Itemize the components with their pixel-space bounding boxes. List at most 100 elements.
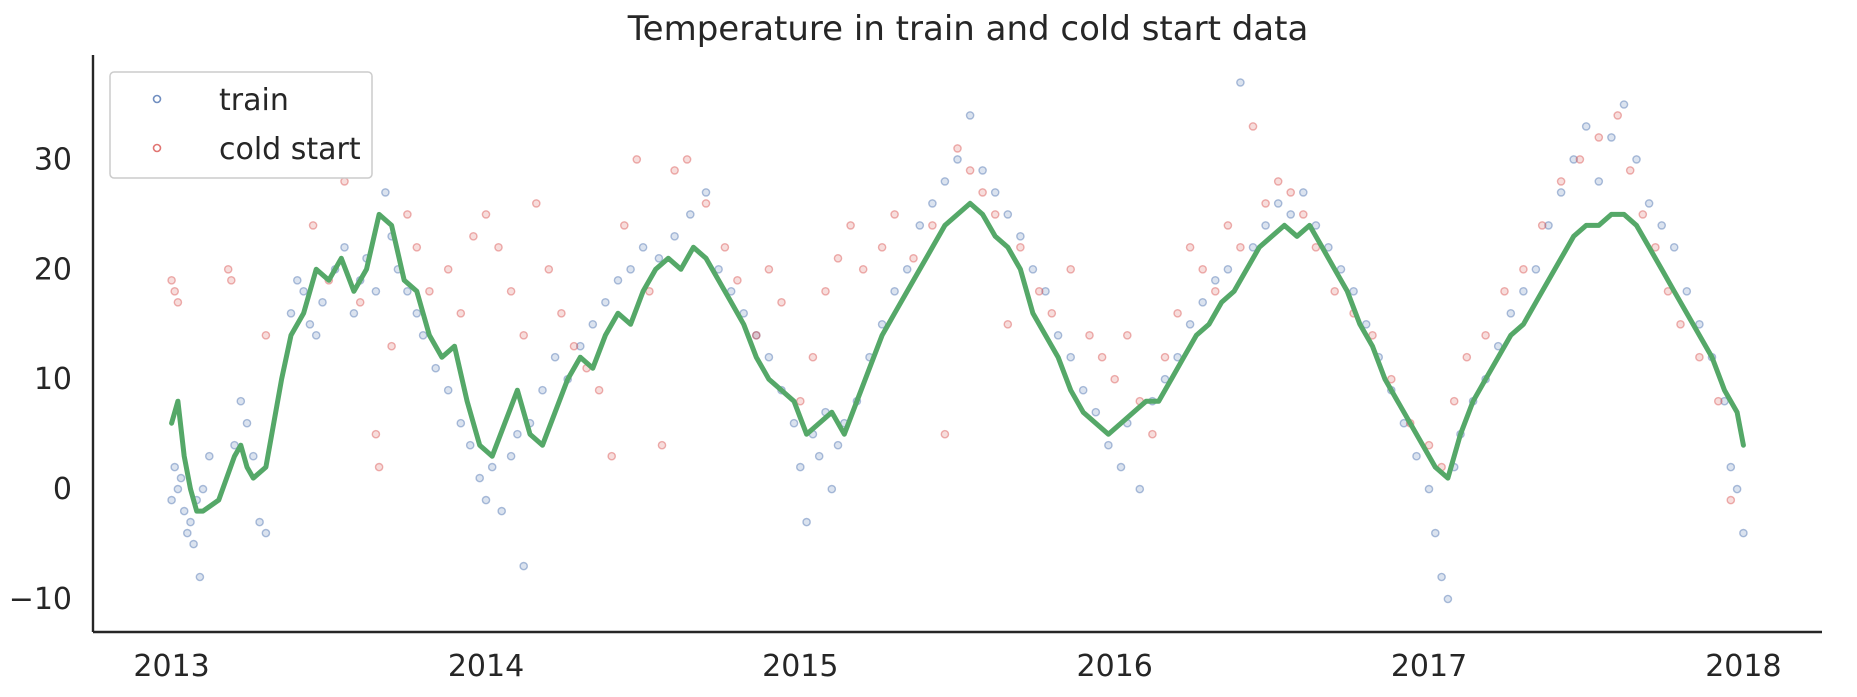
point-train-54: [613, 275, 623, 285]
x-tick-label-2013: 2013: [133, 649, 209, 684]
point-train-52: [588, 319, 598, 329]
point-cold-start-64: [1110, 374, 1119, 384]
point-train-83: [940, 177, 950, 186]
point-cold-start-71: [1198, 264, 1207, 274]
point-cold-start-14: [412, 242, 422, 252]
point-cold-start-30: [620, 221, 629, 230]
point-cold-start-22: [519, 330, 529, 340]
x-tick-label-2017: 2017: [1391, 649, 1467, 684]
point-cold-start-18: [469, 231, 478, 241]
point-train-19: [292, 275, 302, 285]
point-train-44: [506, 451, 516, 461]
point-train-26: [349, 308, 359, 318]
point-cold-start-104: [1714, 396, 1723, 406]
point-cold-start-39: [752, 330, 761, 340]
point-train-84: [953, 155, 962, 164]
points-layer: [167, 78, 1748, 604]
point-train-80: [902, 264, 912, 274]
point-train-149: [1726, 462, 1736, 472]
point-cold-start-36: [701, 199, 711, 208]
point-cold-start-15: [425, 286, 434, 296]
point-cold-start-95: [1575, 155, 1585, 164]
point-cold-start-25: [557, 308, 566, 318]
point-train-85: [965, 111, 975, 120]
point-train-1: [170, 462, 179, 472]
point-train-104: [1198, 297, 1207, 307]
y-tick-label-10: 10: [34, 362, 72, 397]
point-train-17: [261, 528, 271, 538]
point-train-36: [431, 363, 441, 373]
point-train-138: [1594, 177, 1604, 186]
point-train-150: [1732, 484, 1742, 494]
point-train-103: [1185, 319, 1195, 329]
point-train-79: [890, 286, 899, 296]
point-cold-start-31: [632, 155, 642, 164]
point-train-60: [701, 188, 711, 197]
point-train-46: [519, 561, 529, 571]
point-cold-start-99: [1638, 210, 1648, 219]
point-train-90: [1028, 264, 1038, 274]
point-train-34: [412, 308, 422, 318]
y-tick-label-0: 0: [53, 472, 72, 507]
point-cold-start-67: [1148, 429, 1157, 439]
point-train-68: [796, 462, 805, 472]
point-train-18: [286, 308, 296, 318]
point-cold-start-92: [1519, 264, 1528, 274]
point-train-22: [311, 330, 321, 340]
point-train-55: [626, 264, 635, 274]
point-train-86: [978, 166, 987, 175]
point-train-125: [1443, 594, 1453, 604]
point-train-57: [654, 253, 664, 263]
point-cold-start-62: [1085, 330, 1094, 340]
point-cold-start-11: [374, 462, 384, 472]
point-cold-start-56: [990, 210, 1000, 219]
point-train-16: [255, 517, 264, 527]
point-train-74: [833, 440, 843, 450]
point-cold-start-46: [846, 221, 855, 230]
point-train-64: [752, 330, 761, 340]
point-cold-start-103: [1695, 352, 1704, 362]
point-train-69: [802, 517, 811, 527]
point-train-133: [1531, 264, 1541, 274]
point-train-81: [915, 221, 925, 230]
point-cold-start-2: [173, 297, 183, 307]
point-cold-start-57: [1003, 319, 1013, 329]
point-train-141: [1632, 155, 1641, 164]
point-cold-start-12: [387, 341, 396, 351]
point-train-51: [576, 341, 585, 351]
point-cold-start-93: [1537, 221, 1547, 230]
y-tick-label-30: 30: [34, 142, 72, 177]
point-train-97: [1116, 462, 1126, 472]
legend-marker-cold-start: [152, 143, 162, 153]
point-train-30: [381, 188, 390, 197]
point-train-29: [371, 286, 381, 296]
point-cold-start-79: [1299, 210, 1308, 219]
point-cold-start-38: [733, 275, 742, 285]
point-train-67: [789, 418, 799, 428]
point-train-25: [340, 242, 349, 252]
point-cold-start-96: [1594, 133, 1604, 142]
point-train-56: [638, 242, 648, 252]
point-cold-start-35: [682, 155, 692, 164]
point-cold-start-50: [909, 253, 918, 263]
point-train-122: [1424, 484, 1434, 494]
point-train-73: [827, 484, 837, 494]
plot-area: [167, 78, 1748, 604]
point-cold-start-3: [223, 264, 233, 274]
y-tick-label--10: −10: [9, 582, 72, 617]
rolling-mean-line: [169, 200, 1746, 514]
point-cold-start-59: [1034, 286, 1044, 296]
point-train-40: [475, 473, 485, 483]
point-cold-start-76: [1261, 199, 1270, 208]
point-train-134: [1544, 221, 1553, 230]
point-train-105: [1211, 275, 1220, 285]
point-cold-start-105: [1726, 495, 1736, 505]
point-train-88: [1003, 210, 1013, 219]
point-cold-start-1: [170, 286, 179, 296]
point-cold-start-16: [443, 264, 453, 274]
point-train-41: [481, 495, 491, 505]
point-train-135: [1556, 188, 1566, 197]
point-cold-start-29: [607, 451, 617, 461]
point-train-37: [443, 385, 453, 395]
